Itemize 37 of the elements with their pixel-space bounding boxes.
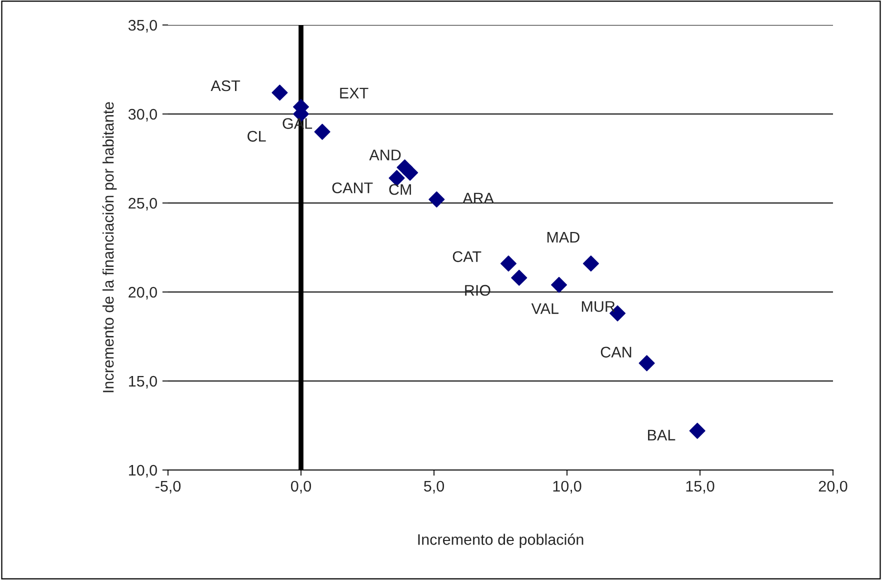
x-tick-label: 20,0: [818, 480, 848, 494]
series-label: MUR: [582, 301, 615, 312]
point: [272, 84, 288, 101]
series-label: CAT: [452, 251, 482, 262]
point: [314, 124, 330, 140]
y-axis-title: Incremento de la financiación por habitante: [102, 102, 117, 392]
series-label: MAD: [547, 232, 580, 242]
x-axis-title: Incremento de población: [418, 534, 584, 548]
point: [638, 355, 655, 372]
point: [550, 276, 568, 293]
point: [500, 255, 517, 272]
series-label: AND: [369, 150, 401, 160]
y-tick-label: 25,0: [128, 198, 157, 210]
x-tick-label: 5,0: [424, 480, 444, 494]
x-tick-label: 15,0: [686, 480, 714, 494]
x-tick-label: -5,0: [156, 480, 181, 494]
series-label: VAL: [531, 303, 558, 314]
x-tick-label: 10,0: [553, 480, 582, 494]
y-tick-label: 15,0: [129, 376, 157, 388]
y-tick-label: 35,0: [128, 20, 157, 32]
y-tick-label: 30,0: [128, 108, 157, 122]
series-label: BAL: [648, 430, 676, 440]
text: AST: [210, 80, 240, 92]
y-tick-label: 10,0: [129, 464, 157, 478]
point: [582, 255, 599, 272]
point: [402, 164, 418, 181]
point: [428, 191, 445, 208]
y-tick-label: 20,0: [128, 286, 157, 300]
point: [511, 270, 528, 286]
series-label: CANT: [332, 182, 373, 194]
series-label: CAN: [600, 346, 632, 358]
point: [689, 422, 706, 439]
series-label: ARA: [462, 192, 494, 204]
text: CL: [248, 130, 266, 142]
text: EXT: [340, 88, 368, 98]
series-label: CM: [389, 184, 411, 195]
x-tick-label: 0,0: [290, 480, 312, 494]
